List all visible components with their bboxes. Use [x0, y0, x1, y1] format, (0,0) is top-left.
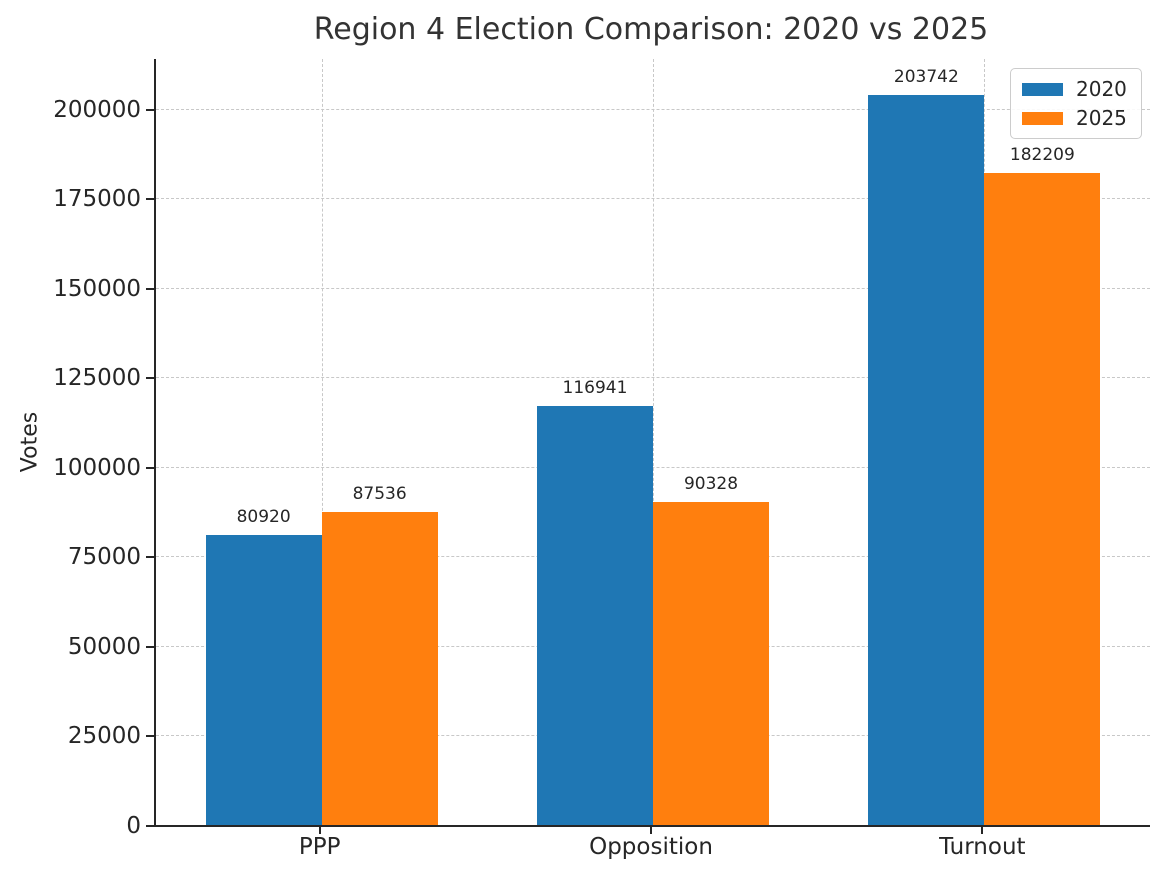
vertical-gridline: [321, 59, 323, 825]
y-axis-tick-mark: [146, 556, 154, 559]
x-tick-label: PPP: [298, 834, 341, 860]
bar-2020-turnout: [868, 95, 985, 825]
x-axis-tick-mark: [650, 827, 652, 834]
y-axis-tick-mark: [146, 287, 154, 290]
y-axis-tick-mark: [146, 377, 154, 380]
bar-value-label: 116941: [562, 378, 628, 399]
bar-value-label: 80920: [236, 507, 291, 528]
bar-value-label: 182209: [1009, 144, 1075, 165]
y-axis-tick-mark: [146, 198, 154, 201]
y-axis-tick-mark: [146, 645, 154, 648]
y-axis-tick-mark: [146, 735, 154, 738]
chart-title: Region 4 Election Comparison: 2020 vs 20…: [313, 12, 989, 47]
y-tick-label: 25000: [67, 723, 141, 750]
x-tick-label: Turnout: [939, 834, 1026, 860]
y-tick-label: 125000: [53, 365, 141, 392]
bar-2025-opposition: [653, 501, 769, 825]
vertical-gridline: [653, 59, 654, 825]
legend: 2020 2025: [1010, 68, 1142, 139]
legend-item-2025: 2025: [1022, 107, 1127, 129]
bar-value-label: 87536: [352, 483, 407, 504]
bar-value-label: 203742: [893, 67, 959, 88]
y-tick-label: 200000: [53, 96, 141, 123]
y-axis-label: Votes: [17, 411, 43, 473]
plot-area: 80920 116941 203742 87536 90328 182209: [154, 59, 1150, 827]
legend-item-2020: 2020: [1022, 78, 1127, 100]
bar-2025-ppp: [321, 511, 438, 825]
bar-2020-ppp: [205, 535, 322, 825]
y-axis-tick-mark: [146, 825, 154, 827]
y-tick-label: 175000: [53, 186, 141, 213]
legend-swatch-2025: [1022, 111, 1063, 125]
y-axis-tick-mark: [146, 108, 154, 111]
y-tick-label: 0: [126, 813, 141, 839]
x-axis-tick-mark: [318, 827, 321, 834]
bar-2025-turnout: [984, 172, 1101, 825]
y-tick-label: 100000: [53, 454, 141, 481]
y-axis-tick-mark: [146, 466, 154, 469]
legend-swatch-2020: [1022, 82, 1063, 96]
y-tick-label: 150000: [53, 275, 141, 302]
legend-label: 2020: [1076, 77, 1127, 101]
y-tick-label: 75000: [67, 544, 141, 571]
x-tick-label: Opposition: [589, 834, 713, 860]
x-axis-tick-mark: [981, 827, 984, 834]
y-tick-label: 50000: [67, 633, 141, 660]
bar-2020-opposition: [537, 406, 653, 825]
bar-value-label: 90328: [683, 473, 739, 494]
legend-label: 2025: [1076, 106, 1127, 130]
